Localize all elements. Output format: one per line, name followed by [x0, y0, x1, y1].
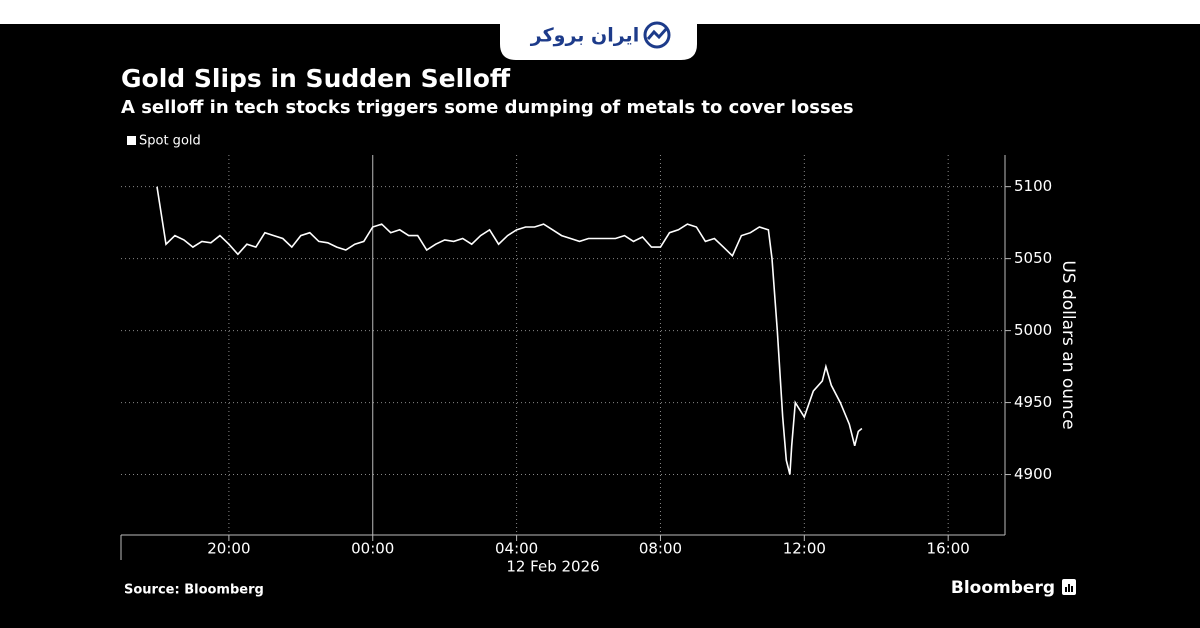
x-tick-label: 00:00 [351, 540, 394, 558]
logo-text: ایران بروکر [530, 25, 639, 47]
y-axis-title: US dollars an ounce [1058, 260, 1078, 429]
logo-circle [643, 21, 671, 49]
y-tick-label: 4900 [1014, 465, 1052, 483]
x-tick-label: 16:00 [927, 540, 970, 558]
publisher-icon-bar [1065, 587, 1067, 592]
source: Source: Bloomberg [124, 583, 264, 598]
logo-tab [500, 0, 697, 60]
chart-title: Gold Slips in Sudden Selloff [121, 64, 511, 93]
legend-swatch [127, 136, 136, 145]
x-tick-label: 08:00 [639, 540, 682, 558]
x-tick-label: 04:00 [495, 540, 538, 558]
y-tick-label: 4950 [1014, 393, 1052, 411]
publisher: Bloomberg [951, 578, 1055, 598]
series-line [156, 186, 863, 475]
chart-subtitle: A selloff in tech stocks triggers some d… [121, 97, 854, 118]
x-tick-label: 20:00 [207, 540, 250, 558]
x-tick-label: 12:00 [783, 540, 826, 558]
y-tick-label: 5100 [1014, 177, 1052, 195]
publisher-icon-bar [1071, 586, 1073, 592]
y-tick-label: 5000 [1014, 321, 1052, 339]
legend-label: Spot gold [139, 134, 201, 149]
logo-icon [643, 21, 671, 49]
y-tick-label: 5050 [1014, 249, 1052, 267]
publisher-icon-bar [1068, 584, 1070, 592]
logo-arrow [646, 27, 669, 40]
x-sublabel: 12 Feb 2026 [506, 558, 599, 576]
publisher-icon [1062, 579, 1076, 595]
